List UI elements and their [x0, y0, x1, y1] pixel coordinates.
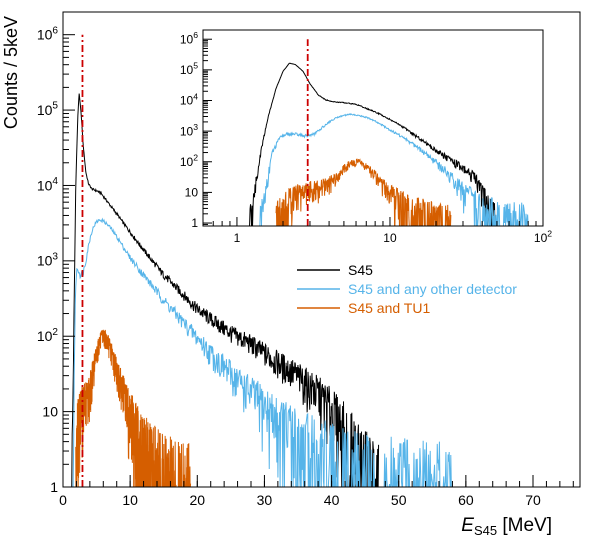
series-line-inset-3: [275, 158, 452, 226]
x-tick-label-main: 10: [122, 492, 138, 508]
y-axis-label: Counts / 5keV: [1, 16, 21, 129]
y-tick-label-main: 10: [42, 404, 58, 420]
x-tick-label-main: 50: [391, 492, 407, 508]
y-tick-label-inset: 10: [185, 186, 199, 200]
series-line-inset-2: [259, 113, 529, 226]
series-line-inset-1: [249, 62, 497, 226]
y-tick-label-main: 103: [37, 251, 59, 268]
legend-label-3: S45 and TU1: [348, 300, 430, 316]
x-axis-label: ES45 [MeV]: [461, 515, 552, 538]
series-line-main-3: [75, 329, 192, 487]
x-tick-label-main: 40: [324, 492, 340, 508]
x-tick-label-inset: 102: [534, 229, 552, 245]
y-tick-label-inset: 106: [180, 30, 198, 46]
x-tick-label-main: 20: [189, 492, 205, 508]
x-tick-label-main: 70: [525, 492, 541, 508]
plot-frame-inset: [202, 29, 544, 227]
y-tick-label-main: 104: [37, 176, 59, 193]
x-tick-label-inset: 10: [383, 231, 397, 245]
y-tick-label-inset: 103: [180, 122, 198, 138]
y-tick-label-inset: 105: [180, 61, 198, 77]
y-tick-label-main: 1: [50, 479, 58, 495]
main-chart: 0 10 20 30 40 50 60 70 1 10 102 103 104 105 106 Counts …: [1, 11, 581, 538]
plot-frame-main: [62, 11, 581, 488]
y-tick-label-inset: 1: [191, 216, 198, 230]
inset-chart: 1 10 102 1 10 102 103 104 105 106: [180, 29, 552, 245]
x-tick-label-main: 60: [458, 492, 474, 508]
y-tick-label-main: 106: [37, 25, 59, 42]
legend-label-1: S45: [348, 262, 373, 278]
y-tick-label-main: 105: [37, 101, 59, 118]
x-tick-label-main: 0: [59, 492, 67, 508]
y-tick-label-inset: 104: [180, 91, 198, 107]
legend: S45 S45 and any other detector S45 and TU1: [297, 262, 517, 316]
legend-label-2: S45 and any other detector: [348, 281, 517, 297]
y-tick-label-main: 102: [37, 327, 59, 344]
series-line-main-1: [71, 93, 380, 487]
y-tick-label-inset: 102: [180, 153, 198, 169]
series-line-main-2: [72, 217, 453, 487]
x-tick-label-main: 30: [257, 492, 273, 508]
x-tick-label-inset: 1: [234, 231, 241, 245]
